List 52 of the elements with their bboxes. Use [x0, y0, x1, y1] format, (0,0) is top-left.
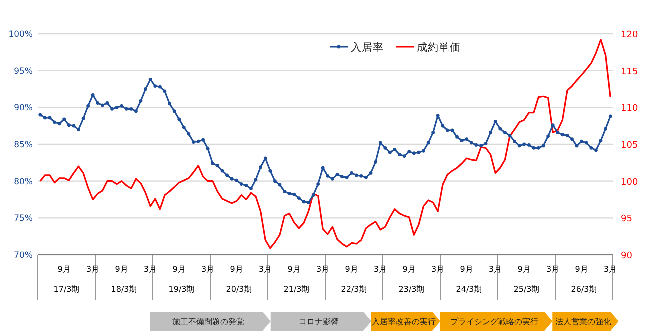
x-tick-label: 9月	[345, 265, 358, 274]
y-tick-label: 70%	[14, 251, 33, 261]
x-tick-label: 9月	[288, 265, 301, 274]
y2-tick-label: 110	[621, 104, 638, 114]
text: 17/3期	[54, 285, 80, 294]
x-tick-label: 3月	[259, 265, 272, 274]
x-tick-label: 3月	[489, 265, 502, 274]
x-tick-label: 3月	[604, 265, 618, 274]
x-tick-label: 3月	[144, 265, 158, 274]
x-tick-label: 3月	[432, 265, 445, 274]
text: 25/3期	[514, 285, 540, 294]
y-tick-label: 100%	[8, 30, 33, 40]
y2-tick-label: 90	[621, 252, 633, 262]
text: コロナ影響	[299, 318, 340, 326]
x-tick-label: 3月	[316, 265, 330, 274]
line-series	[40, 39, 612, 250]
y-tick-label: 90%	[14, 104, 33, 114]
text: 21/3期	[284, 285, 310, 294]
text: 23/3期	[398, 285, 425, 294]
x-tick-label: 9月	[402, 265, 416, 274]
text: 施工不備問題の発覚	[172, 318, 244, 326]
y2-tick-label: 95	[621, 214, 632, 225]
legend-label: 入居率	[351, 41, 384, 54]
text: 20/3期	[226, 285, 252, 294]
y2-tick-label: 100	[621, 178, 638, 188]
x-tick-label: 3月	[202, 265, 215, 274]
x-tick-label: 9月	[460, 265, 474, 274]
x-tick-label: 9月	[172, 265, 186, 274]
x-tick-label: 9月	[230, 265, 244, 274]
x-tick-label: 3月	[374, 265, 388, 274]
x-tick-label: 9月	[518, 265, 531, 274]
y-tick-label: 85%	[14, 140, 33, 150]
x-tick-label: 3月	[86, 265, 100, 274]
legend-label: 成約単価	[417, 41, 461, 54]
x-tick-label: 9月	[115, 265, 128, 274]
x-tick-label: 3月	[546, 265, 560, 274]
y-tick-label: 95%	[14, 66, 33, 77]
text: 入居率改善の実行	[372, 318, 436, 326]
text: 19/3期	[168, 285, 195, 294]
text: プライシング戦略の実行	[450, 318, 539, 326]
y2-tick-label: 120	[621, 30, 638, 40]
text: 22/3期	[341, 285, 368, 294]
x-tick-label: 9月	[58, 265, 71, 274]
y2-tick-label: 115	[621, 67, 638, 78]
text: 18/3期	[111, 285, 138, 294]
text: 法人営業の強化	[556, 318, 612, 326]
y2-tick-label: 105	[621, 141, 638, 151]
y-tick-label: 80%	[14, 177, 33, 188]
x-tick-label: 9月	[575, 265, 588, 274]
y-tick-label: 75%	[14, 214, 33, 224]
text: 24/3期	[456, 285, 482, 294]
text: 26/3期	[571, 285, 598, 294]
